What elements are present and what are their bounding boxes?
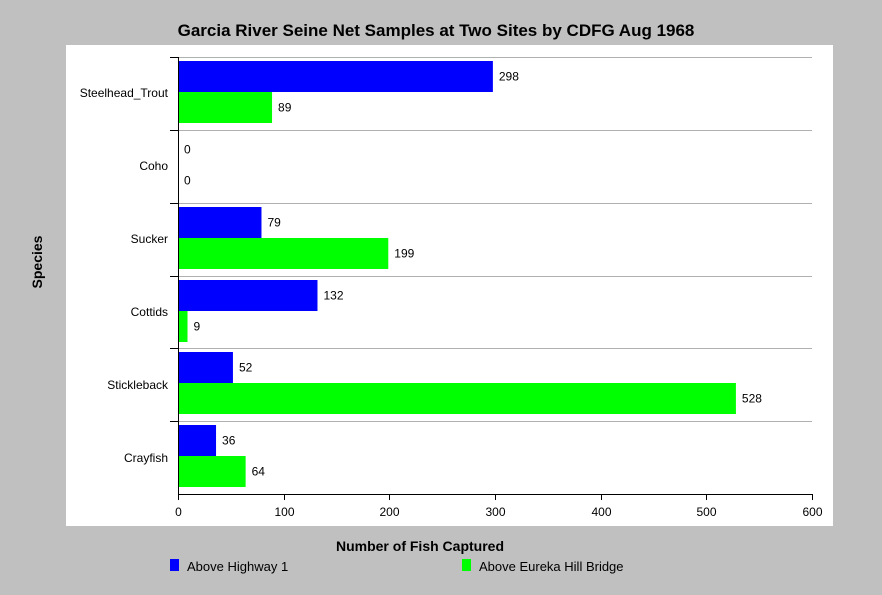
data-label: 0 [184, 174, 191, 188]
data-label: 64 [252, 465, 266, 479]
bar [178, 425, 217, 456]
category-label: Cottids [131, 305, 168, 319]
data-label: 132 [323, 289, 343, 303]
data-label: 9 [194, 320, 201, 334]
category-label: Stickleback [107, 378, 169, 392]
x-tick-label: 0 [175, 505, 182, 519]
legend-swatch [170, 559, 179, 571]
category-label: Coho [139, 159, 168, 173]
data-label: 298 [499, 70, 519, 84]
data-label: 199 [394, 247, 414, 261]
bar [178, 280, 318, 311]
data-label: 89 [278, 101, 292, 115]
chart-title: Garcia River Seine Net Samples at Two Si… [178, 21, 695, 40]
category-label: Crayfish [124, 451, 168, 465]
grid-lines [178, 57, 812, 422]
bar [178, 207, 262, 238]
bar [178, 352, 233, 383]
bar [178, 456, 246, 487]
bars [178, 61, 736, 487]
data-label: 52 [239, 361, 253, 375]
legend-label: Above Highway 1 [187, 559, 288, 574]
x-tick-label: 600 [802, 505, 822, 519]
x-tick-label: 400 [591, 505, 611, 519]
data-label: 0 [184, 143, 191, 157]
legend-label: Above Eureka Hill Bridge [479, 559, 624, 574]
x-axis-title: Number of Fish Captured [336, 538, 504, 554]
y-axis-title: Species [29, 235, 45, 288]
bar [178, 61, 493, 92]
legend: Above Highway 1 Above Eureka Hill Bridge [170, 559, 624, 574]
legend-swatch [462, 559, 471, 571]
data-label: 528 [742, 392, 762, 406]
x-tick-label: 500 [696, 505, 716, 519]
bar [178, 92, 273, 123]
data-label: 36 [222, 434, 236, 448]
bar [178, 238, 389, 269]
data-label: 79 [267, 216, 281, 230]
bar [178, 311, 188, 342]
x-tick-label: 200 [379, 505, 399, 519]
data-labels: 298 89 0 0 79 199 132 9 52 528 36 64 [184, 70, 762, 479]
x-tick-label: 100 [274, 505, 294, 519]
category-label: Sucker [131, 232, 168, 246]
x-tick-label: 300 [485, 505, 505, 519]
category-label: Steelhead_Trout [80, 86, 169, 100]
bar [178, 383, 736, 414]
axes: Steelhead_Trout Coho Sucker Cottids Stickleb… [80, 57, 823, 519]
